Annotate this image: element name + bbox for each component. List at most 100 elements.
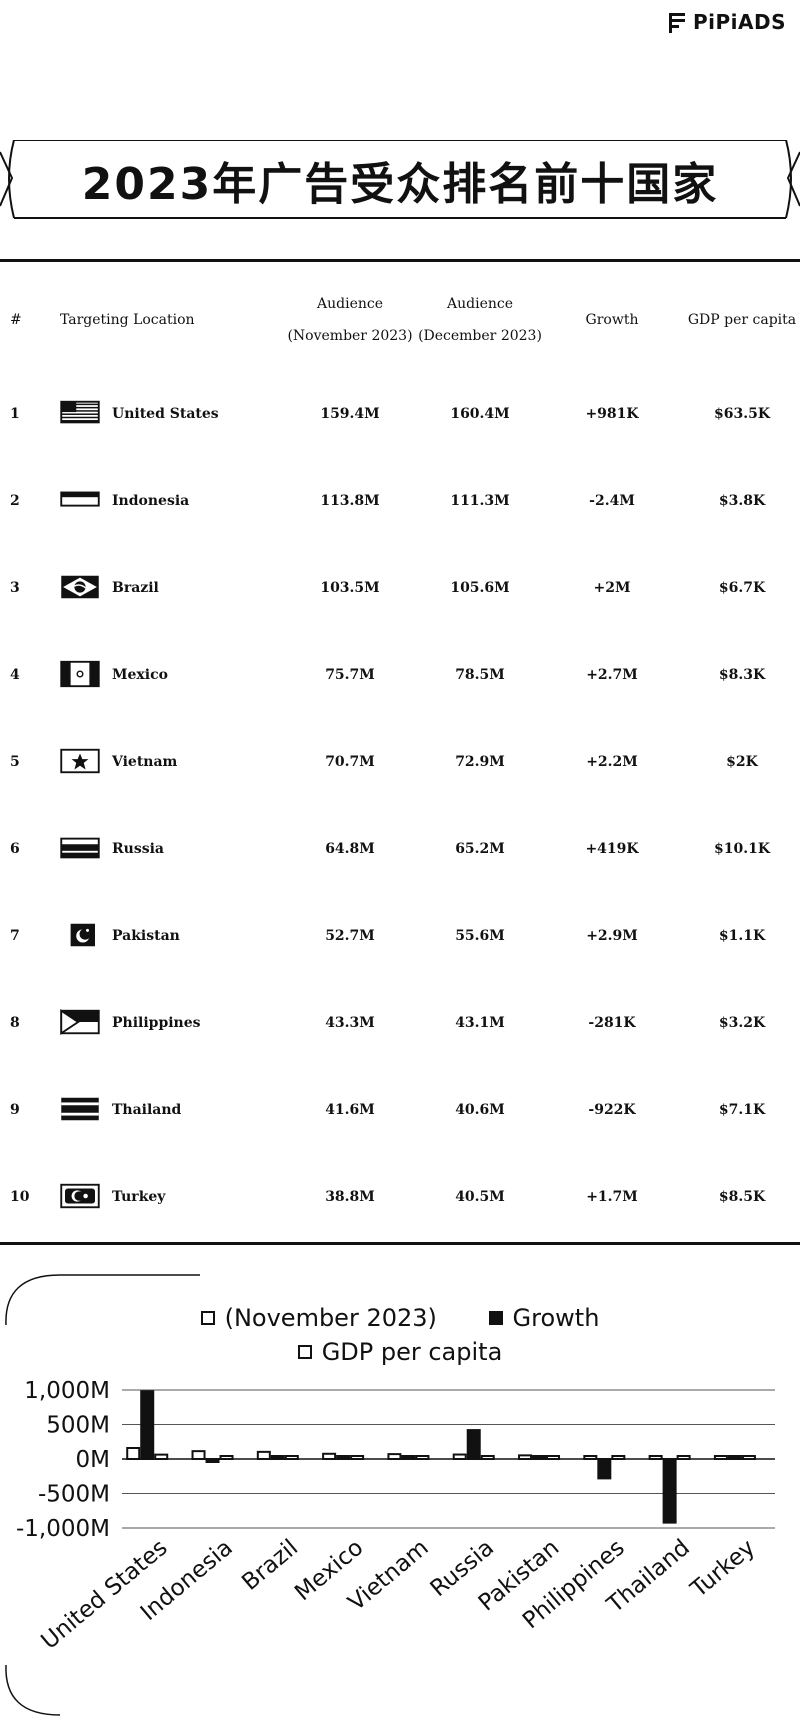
row-audience-nov: 52.7M [325,928,375,944]
header-nov-line1: Audience [317,296,383,312]
row-audience-nov: 103.5M [320,580,380,596]
chart-legend: (November 2023) Growth [0,1303,800,1332]
table-bottom-rule [0,1242,800,1245]
title-banner: 2023年广告受众排名前十国家 [0,140,800,220]
chart: 1,000M 500M 0M -500M -1,000M United States Ind… [0,1265,800,1725]
row-country: Russia [112,841,164,857]
row-gdp: $3.2K [718,1015,766,1031]
table-row: 9 Thailand 41.6M 40.6M -922K $7.1K [0,1092,800,1132]
row-growth: -281K [588,1015,636,1031]
row-country: United States [112,406,219,422]
pakistan-flag-icon [70,923,95,947]
row-audience-nov: 41.6M [325,1102,375,1118]
row-country: Philippines [112,1015,201,1031]
row-country: Vietnam [112,754,178,770]
bar-november-2023-vietnam [387,1453,402,1461]
row-audience-dec: 55.6M [455,928,505,944]
row-gdp: $8.5K [718,1189,766,1205]
table-row: 1 United States 159.4M 160.4M +981K $63.5K [0,396,800,436]
table-row: 7 Pakistan 52.7M 55.6M +2.9M $1.1K [0,918,800,958]
row-country: Indonesia [112,493,190,509]
chart-frame-corner-bottom [5,1664,61,1716]
row-gdp: $7.1K [718,1102,766,1118]
row-rank: 7 [10,928,20,944]
header-rank: # [10,312,22,328]
table-header: # Targeting Location Audience (November … [0,288,800,364]
header-growth: Growth [585,312,639,328]
chart-legend-row2: GDP per capita [0,1337,800,1366]
row-rank: 1 [10,406,20,422]
row-growth: +2.7M [586,667,638,683]
bar-growth-russia [466,1429,481,1461]
row-gdp: $2K [726,754,758,770]
bar-november-2023-russia [452,1453,467,1460]
row-rank: 8 [10,1015,20,1031]
row-growth: +981K [585,406,639,422]
header-dec-line1: Audience [447,296,513,312]
header-dec-line2: (December 2023) [418,328,542,344]
banner-frame [0,140,800,219]
row-growth: +2.9M [586,928,638,944]
table-row: 8 Philippines 43.3M 43.1M -281K $3.2K [0,1005,800,1045]
bar-gdp-per-capita-indonesia [219,1455,234,1460]
bar-gdp-per-capita-vietnam [415,1455,430,1460]
row-rank: 6 [10,841,20,857]
row-audience-nov: 64.8M [325,841,375,857]
y-tick-label: 1,000M [24,1378,110,1404]
bar-november-2023-turkey [713,1455,728,1460]
row-rank: 3 [10,580,20,596]
bar-november-2023-philippines [583,1455,598,1460]
row-rank: 10 [10,1189,30,1205]
bar-gdp-per-capita-turkey [741,1455,756,1460]
row-gdp: $6.7K [718,580,766,596]
legend-item-growth: Growth [488,1304,600,1332]
bar-november-2023-thailand [648,1455,663,1460]
row-audience-dec: 40.6M [455,1102,505,1118]
pipiads-logo: PiPiADS [668,10,786,34]
turkey-flag-icon [60,1183,100,1209]
row-audience-dec: 160.4M [450,406,510,422]
bar-gdp-per-capita-united-states [154,1453,169,1460]
bar-growth-mexico [336,1455,351,1460]
pipiads-logo-icon [668,11,687,33]
bar-growth-brazil [270,1455,285,1460]
row-gdp: $3.8K [718,493,766,509]
legend-label-november: (November 2023) [224,1304,437,1332]
header-location: Targeting Location [60,312,195,328]
philippines-flag-icon [60,1008,100,1036]
row-gdp: $1.1K [718,928,766,944]
row-audience-dec: 111.3M [450,493,510,509]
row-country: Brazil [112,580,159,596]
row-growth: +2.2M [586,754,638,770]
row-rank: 4 [10,667,20,683]
russia-flag-icon [60,837,100,859]
bar-growth-philippines [597,1458,612,1480]
bar-gdp-per-capita-pakistan [546,1455,561,1460]
legend-swatch-growth [488,1311,503,1325]
row-rank: 9 [10,1102,20,1118]
table-row: 4 Mexico 75.7M 78.5M +2.7M $8.3K [0,657,800,697]
bar-growth-turkey [727,1455,742,1460]
row-gdp: $10.1K [713,841,770,857]
vietnam-flag-icon [60,748,100,774]
legend-label-growth: Growth [512,1304,600,1332]
row-audience-nov: 113.8M [320,493,380,509]
bar-november-2023-pakistan [518,1454,533,1460]
bar-november-2023-indonesia [191,1450,206,1460]
y-tick-label: -500M [38,1482,110,1508]
chart-frame-corner [5,1274,200,1326]
row-audience-nov: 43.3M [325,1015,375,1031]
row-audience-dec: 43.1M [455,1015,505,1031]
brazil-flag-icon [61,575,99,599]
header-gdp: GDP per capita [687,312,797,328]
legend-swatch-november [200,1311,215,1325]
x-tick-label: Turkey [685,1535,760,1604]
bar-november-2023-united-states [126,1447,141,1461]
indonesia-flag-icon [60,491,100,507]
legend-item-gdp: GDP per capita [297,1338,502,1366]
y-tick-label: 500M [46,1413,110,1439]
table-row: 3 Brazil 103.5M 105.6M +2M $6.7K [0,570,800,610]
bar-gdp-per-capita-thailand [676,1455,691,1460]
row-gdp: $63.5K [713,406,770,422]
